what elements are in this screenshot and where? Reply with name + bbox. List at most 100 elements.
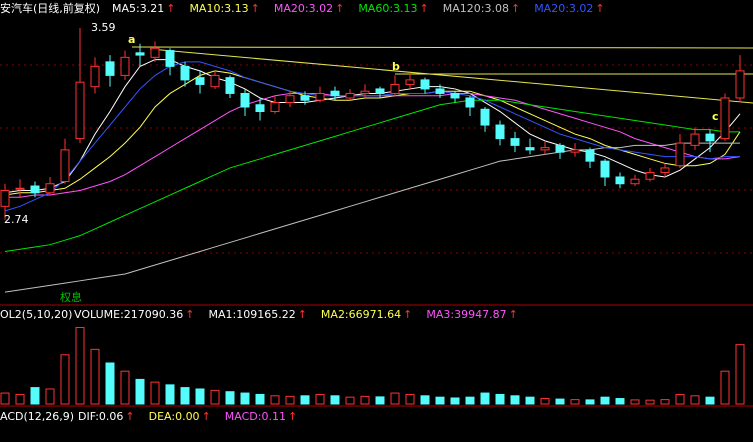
candle-body <box>570 149 580 153</box>
volume-bar <box>105 362 115 405</box>
candle-body <box>420 79 430 90</box>
legend-arrow: ↑ <box>298 308 307 321</box>
volume-bar <box>630 399 640 405</box>
candle-body <box>150 47 160 58</box>
volume-bar <box>285 395 295 405</box>
volume-bar <box>330 395 340 405</box>
legend-arrow: ↑ <box>288 410 297 423</box>
candle-body <box>375 88 385 94</box>
candle-body <box>120 56 130 76</box>
candle-body <box>630 178 640 185</box>
volume-bar <box>345 396 355 405</box>
volume-bar <box>660 399 670 405</box>
volume-bar <box>195 388 205 405</box>
point-label: b <box>392 60 400 73</box>
candle-body <box>600 160 610 178</box>
plot <box>0 27 745 293</box>
candle-body <box>390 83 400 94</box>
legend-label: MACD:0.11 <box>225 410 286 423</box>
point-label: a <box>128 33 135 46</box>
event-label: 权息 <box>60 290 82 304</box>
ma-line <box>4 142 740 293</box>
candle-body <box>0 190 10 207</box>
volume-bar <box>465 396 475 405</box>
ma-line <box>4 70 741 196</box>
volume-bar <box>300 395 310 405</box>
candle-body <box>195 77 205 85</box>
volume-bar <box>510 395 520 405</box>
volume-bar <box>675 393 685 405</box>
macd-title: ACD(12,26,9) <box>0 410 74 423</box>
volume-bar <box>390 392 400 405</box>
volume-bar <box>90 348 100 405</box>
volume-bar <box>270 395 280 405</box>
volume-bar <box>585 399 595 405</box>
trend-lines <box>131 46 753 104</box>
candle-body <box>405 79 415 85</box>
volume-bar <box>120 370 130 405</box>
candle-body <box>75 81 85 140</box>
volume-bar <box>30 387 40 405</box>
candle-body <box>210 74 220 88</box>
volume-bar <box>375 396 385 405</box>
volume-bar <box>495 393 505 405</box>
candle-body <box>525 147 535 151</box>
volume-bar <box>435 396 445 405</box>
candle-body <box>555 144 565 153</box>
ma-line <box>4 99 740 252</box>
candle-body <box>105 61 115 76</box>
legend-label: VOLUME:217090.36 <box>74 308 183 321</box>
candle-body <box>225 77 235 94</box>
ma-line <box>4 61 740 212</box>
candle-body <box>705 133 715 142</box>
volume-bar <box>75 326 85 405</box>
candle-body <box>495 124 505 140</box>
candle-body <box>60 149 70 182</box>
legend-arrow: ↑ <box>511 2 520 15</box>
legend-arrow: ↑ <box>185 308 194 321</box>
volume-bar <box>555 398 565 405</box>
volume-bar <box>735 344 745 405</box>
chart-title: 安汽车(日线,前复权) <box>0 1 100 15</box>
candle-body <box>240 92 250 108</box>
candle-body <box>45 183 55 194</box>
candle-body <box>285 95 295 103</box>
volume-bar <box>225 391 235 405</box>
candle-body <box>360 90 370 94</box>
trend-line <box>131 46 753 49</box>
volume-bar <box>690 395 700 405</box>
volume-bar <box>135 378 145 405</box>
legend-label: MA5:3.21 <box>112 2 164 15</box>
volume-bar <box>420 395 430 405</box>
volume-bar <box>60 354 70 405</box>
legend-arrow: ↑ <box>403 308 412 321</box>
legend-arrow: ↑ <box>335 2 344 15</box>
candle-body <box>255 104 265 113</box>
candle-body <box>465 97 475 108</box>
volume-bar <box>525 396 535 405</box>
candle-body <box>270 101 280 113</box>
legend-arrow: ↑ <box>595 2 604 15</box>
legend-arrow: ↑ <box>251 2 260 15</box>
volume-bar <box>720 370 730 405</box>
legend-label: MA10:3.13 <box>189 2 248 15</box>
candle-body <box>540 147 550 151</box>
legend-label: DEA:0.00 <box>149 410 200 423</box>
volume-bar <box>705 396 715 405</box>
legend-label: MA60:3.13 <box>358 2 417 15</box>
legend-arrow: ↑ <box>420 2 429 15</box>
volume-bar <box>255 393 265 405</box>
legend-arrow: ↑ <box>202 410 211 423</box>
legend-label: MA1:109165.22 <box>208 308 295 321</box>
candle-body <box>15 187 25 190</box>
legend-label: MA20:3.02 <box>274 2 333 15</box>
candle-body <box>345 92 355 99</box>
candle-body <box>735 70 745 99</box>
ma-line <box>5 92 741 198</box>
volume-bar <box>450 397 460 405</box>
legend-label: DIF:0.06 <box>78 410 123 423</box>
candle-body <box>720 97 730 140</box>
candle-body <box>135 52 145 56</box>
volume-bar <box>240 392 250 405</box>
